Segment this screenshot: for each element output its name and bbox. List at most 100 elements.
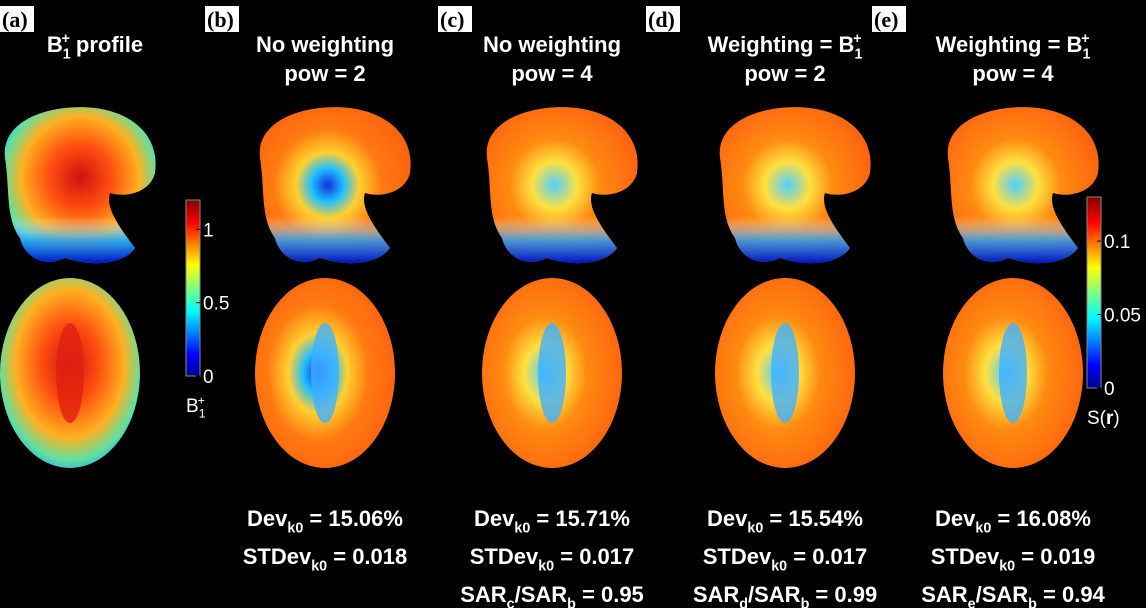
text-line: STDevk0 = 0.019 xyxy=(931,544,1096,575)
text-run: /SAR xyxy=(976,582,1029,607)
colorbar xyxy=(186,200,200,376)
text-run: SAR xyxy=(693,582,740,607)
text-run: = 0.95 xyxy=(576,582,644,607)
page: {"panels": [ {"label": "(a)", "title": [… xyxy=(0,0,1146,608)
brain-base xyxy=(260,107,411,263)
text-run: = 0.99 xyxy=(809,582,877,607)
text-line: SARd/SARb = 0.99 xyxy=(693,582,877,608)
text-line: STDevk0 = 0.017 xyxy=(703,544,868,575)
colorbar-tick-label: 1 xyxy=(203,220,214,241)
figure: (a)B1+ profile(b)No weightingpow = 2Devk… xyxy=(0,0,1146,608)
subscript: k0 xyxy=(771,559,787,575)
sagittal-image xyxy=(948,107,1099,263)
text-line: STDevk0 = 0.017 xyxy=(470,544,635,575)
sagittal-image xyxy=(5,107,156,263)
text-run: = 0.018 xyxy=(327,544,407,569)
panel-label: (e) xyxy=(874,7,898,32)
subscript: e xyxy=(968,597,976,608)
colorbar-tick-label: 0 xyxy=(203,367,214,388)
text-run: B xyxy=(47,32,63,57)
sagittal-image xyxy=(487,107,638,263)
text-line: No weighting xyxy=(256,32,394,57)
subscript: 1 xyxy=(854,47,862,63)
text-line: B1+ profile xyxy=(47,31,143,62)
text-run: Dev xyxy=(707,506,748,531)
text-line: pow = 2 xyxy=(744,61,825,86)
text-run: STDev xyxy=(931,544,1000,569)
colorbar-tick-label: 0 xyxy=(1104,379,1115,400)
brain-base xyxy=(948,107,1099,263)
text-line: Devk0 = 16.08% xyxy=(935,506,1091,537)
text-line: pow = 4 xyxy=(972,61,1054,86)
subscript: k0 xyxy=(287,521,303,537)
text-line: S(r) xyxy=(1087,408,1120,429)
subscript: k0 xyxy=(514,521,530,537)
text-run: = 0.017 xyxy=(554,544,634,569)
panel-label: (d) xyxy=(648,7,675,32)
text-run: = 15.54% xyxy=(763,506,863,531)
text-line: Weighting = B1+ xyxy=(708,31,863,62)
sagittal-image xyxy=(720,107,871,263)
text-run: STDev xyxy=(470,544,539,569)
text-run: Weighting = B xyxy=(936,32,1083,57)
text-run: = 0.017 xyxy=(787,544,867,569)
colorbar-tick-label: 0.1 xyxy=(1104,232,1130,253)
brain-ventricle xyxy=(311,323,339,423)
text-run: = 0.019 xyxy=(1015,544,1095,569)
subscript: b xyxy=(801,597,810,608)
text-line: SARe/SARb = 0.94 xyxy=(921,582,1105,608)
brain-base xyxy=(5,107,156,263)
subscript: k0 xyxy=(999,559,1015,575)
text-line: STDevk0 = 0.018 xyxy=(243,544,408,575)
superscript: + xyxy=(198,393,205,407)
brain-ventricle xyxy=(999,323,1027,423)
text-line: Devk0 = 15.06% xyxy=(247,506,403,537)
text-run: No weighting xyxy=(483,32,621,57)
sagittal-image xyxy=(260,107,411,263)
text-run: pow = 2 xyxy=(744,61,825,86)
superscript: + xyxy=(1081,31,1089,47)
colorbar-tick-label: 0.05 xyxy=(1104,306,1141,327)
brain-base xyxy=(720,107,871,263)
colorbar-tick-label: 0.5 xyxy=(203,294,229,315)
brain-ventricle xyxy=(771,323,799,423)
superscript: + xyxy=(853,31,861,47)
panel-label: (b) xyxy=(207,7,234,32)
text-run: ) xyxy=(1113,408,1119,429)
text-line: pow = 4 xyxy=(511,61,593,86)
axial-image xyxy=(255,278,395,468)
subscript: 1 xyxy=(199,407,206,421)
text-line: SARc/SARb = 0.95 xyxy=(460,582,644,608)
subscript: b xyxy=(1028,597,1037,608)
text-run: No weighting xyxy=(256,32,394,57)
text-run: STDev xyxy=(243,544,312,569)
text-line: pow = 2 xyxy=(284,61,365,86)
axial-image xyxy=(482,278,622,468)
text-run: Dev xyxy=(935,506,976,531)
text-run: SAR xyxy=(921,582,968,607)
subscript: k0 xyxy=(747,521,763,537)
text-run: /SAR xyxy=(515,582,568,607)
text-run: STDev xyxy=(703,544,772,569)
brain-ventricle xyxy=(538,323,566,423)
text-run: Weighting = B xyxy=(708,32,855,57)
subscript: 1 xyxy=(1082,47,1090,63)
axial-image xyxy=(715,278,855,468)
text-line: Devk0 = 15.71% xyxy=(474,506,630,537)
subscript: k0 xyxy=(538,559,554,575)
text-run: SAR xyxy=(460,582,507,607)
panel-label: (a) xyxy=(2,7,28,32)
subscript: k0 xyxy=(311,559,327,575)
panel-label: (c) xyxy=(440,7,464,32)
text-run: = 15.71% xyxy=(530,506,630,531)
text-run: Dev xyxy=(247,506,288,531)
text-run: = 16.08% xyxy=(991,506,1091,531)
text-line: B1+ xyxy=(186,393,206,420)
text-run: S( xyxy=(1087,408,1107,429)
text-run: = 0.94 xyxy=(1037,582,1106,607)
text-run: = 15.06% xyxy=(303,506,403,531)
text-run: pow = 4 xyxy=(511,61,593,86)
subscript: d xyxy=(739,597,748,608)
subscript: c xyxy=(507,597,515,608)
subscript: k0 xyxy=(975,521,991,537)
